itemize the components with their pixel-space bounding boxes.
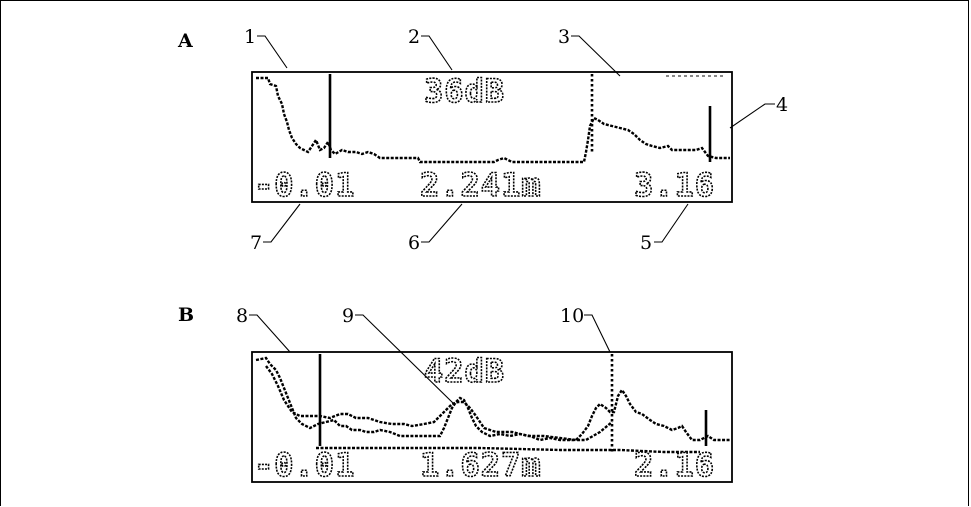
panel-b-lcd-display [251,351,733,483]
panel-a: A 36dB -0.01 2.241m 3.16 1 2 3 4 5 6 7 [177,26,788,254]
callout-5-leader [654,203,689,243]
panel-a-letter: A [177,30,193,52]
callout-2-leader [421,35,453,71]
callout-4-leader [729,103,775,129]
callout-10: 10 [560,305,584,327]
callout-7-leader [263,203,301,243]
callout-10-leader [584,314,611,353]
callout-4: 4 [776,94,788,116]
panel-b-signal-db: 42dB [424,352,505,390]
panel-a-measured-distance: 2.241m [420,166,542,204]
callout-2: 2 [408,26,420,48]
panel-b-threshold-line [316,446,700,454]
callout-7: 7 [250,232,262,254]
panel-b-envelope-curve [255,356,730,442]
callout-8: 8 [236,305,248,327]
callout-5: 5 [640,232,652,254]
panel-b-reference-curve [265,365,613,442]
panel-a-signal-db: 36dB [424,72,505,110]
callout-9: 9 [342,305,354,327]
callout-6: 6 [408,232,420,254]
panel-b-range-start: -0.01 [254,446,355,484]
callout-1-leader [257,35,288,69]
callout-1: 1 [244,26,256,48]
panel-a-envelope-curve [256,76,730,164]
callout-3: 3 [558,26,570,48]
panel-a-range-end: 3.16 [634,166,715,204]
callout-6-leader [421,203,463,243]
callout-8-leader [249,314,291,353]
panel-a-range-start: -0.01 [254,166,355,204]
panel-b-measured-distance: 1.627m [420,446,542,484]
callout-9-leader [355,314,455,405]
panel-b-letter: B [178,304,194,326]
panel-b-range-end: 2.16 [634,446,715,484]
panel-b: B 42dB -0.01 1.627m 2.16 8 9 10 [178,304,733,485]
panel-a-lcd-display [251,71,733,203]
callout-3-leader [571,35,621,77]
